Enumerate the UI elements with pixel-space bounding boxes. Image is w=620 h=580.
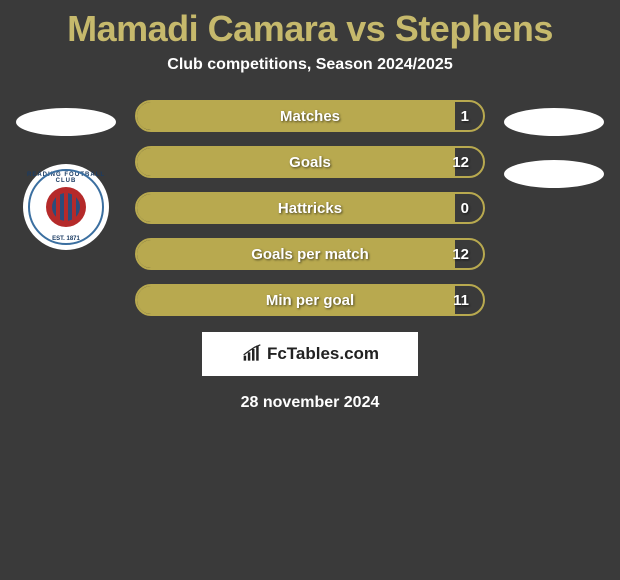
stat-value: 1: [461, 108, 469, 125]
player-name-pill-right-1: [504, 108, 604, 136]
stat-label: Hattricks: [137, 200, 483, 217]
badge-text-bottom: EST. 1871: [23, 236, 109, 242]
brand-box[interactable]: FcTables.com: [202, 332, 418, 376]
footer-date: 28 november 2024: [0, 394, 620, 412]
stat-bar-matches: Matches 1: [135, 100, 485, 132]
stat-bar-hattricks: Hattricks 0: [135, 192, 485, 224]
card-root: Mamadi Camara vs Stephens Club competiti…: [0, 0, 620, 412]
stat-bar-min-per-goal: Min per goal 11: [135, 284, 485, 316]
left-column: READING FOOTBALL CLUB EST. 1871: [11, 100, 121, 250]
badge-inner: [46, 187, 86, 227]
stat-label: Matches: [137, 108, 483, 125]
club-badge: READING FOOTBALL CLUB EST. 1871: [23, 164, 109, 250]
brand-text: FcTables.com: [267, 344, 379, 364]
stat-label: Min per goal: [137, 292, 483, 309]
page-subtitle: Club competitions, Season 2024/2025: [0, 56, 620, 100]
stats-column: Matches 1 Goals 12 Hattricks 0 Goals per…: [135, 100, 485, 316]
stat-value: 12: [452, 246, 469, 263]
right-column: [499, 100, 609, 188]
stat-value: 12: [452, 154, 469, 171]
stat-value: 0: [461, 200, 469, 217]
player-name-pill-left: [16, 108, 116, 136]
bar-chart-icon: [241, 344, 263, 364]
stat-label: Goals: [137, 154, 483, 171]
stat-value: 11: [453, 292, 469, 309]
stat-bar-goals: Goals 12: [135, 146, 485, 178]
stat-bar-goals-per-match: Goals per match 12: [135, 238, 485, 270]
stat-label: Goals per match: [137, 246, 483, 263]
page-title: Mamadi Camara vs Stephens: [0, 0, 620, 56]
player-name-pill-right-2: [504, 160, 604, 188]
content-row: READING FOOTBALL CLUB EST. 1871 Matches …: [0, 100, 620, 316]
